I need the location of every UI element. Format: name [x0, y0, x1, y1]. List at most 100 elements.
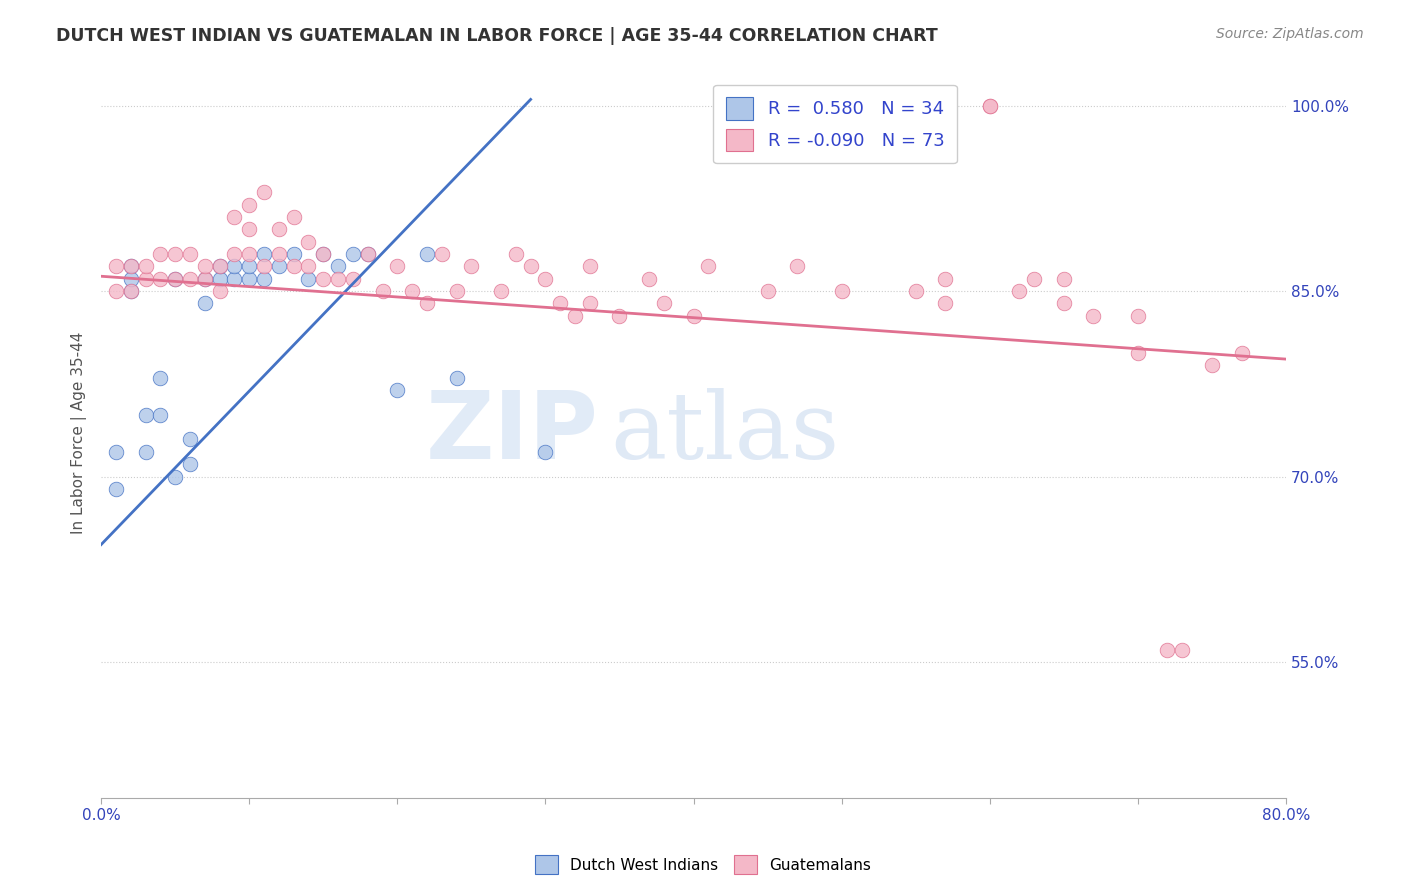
- Point: [387, 260, 409, 274]
- Point: [357, 247, 380, 261]
- Point: [1008, 284, 1031, 298]
- Point: [179, 457, 201, 471]
- Point: [1053, 296, 1076, 310]
- Point: [149, 271, 172, 285]
- Point: [312, 271, 335, 285]
- Point: [297, 271, 319, 285]
- Point: [416, 247, 439, 261]
- Point: [104, 445, 127, 459]
- Point: [238, 260, 260, 274]
- Point: [194, 271, 217, 285]
- Point: [253, 260, 276, 274]
- Point: [283, 210, 305, 224]
- Point: [120, 260, 142, 274]
- Point: [165, 271, 187, 285]
- Text: ZIP: ZIP: [426, 387, 599, 479]
- Point: [934, 271, 956, 285]
- Point: [194, 296, 217, 310]
- Point: [165, 271, 187, 285]
- Point: [104, 482, 127, 496]
- Point: [756, 284, 779, 298]
- Point: [224, 271, 246, 285]
- Point: [342, 247, 364, 261]
- Point: [1126, 346, 1149, 360]
- Point: [534, 271, 557, 285]
- Point: [1230, 346, 1253, 360]
- Text: DUTCH WEST INDIAN VS GUATEMALAN IN LABOR FORCE | AGE 35-44 CORRELATION CHART: DUTCH WEST INDIAN VS GUATEMALAN IN LABOR…: [56, 27, 938, 45]
- Point: [297, 235, 319, 249]
- Point: [579, 296, 602, 310]
- Legend: Dutch West Indians, Guatemalans: Dutch West Indians, Guatemalans: [529, 849, 877, 880]
- Point: [697, 260, 720, 274]
- Point: [208, 260, 231, 274]
- Point: [135, 271, 157, 285]
- Point: [1156, 642, 1178, 657]
- Point: [120, 284, 142, 298]
- Point: [208, 284, 231, 298]
- Text: Source: ZipAtlas.com: Source: ZipAtlas.com: [1216, 27, 1364, 41]
- Point: [135, 445, 157, 459]
- Point: [446, 370, 468, 384]
- Point: [326, 271, 349, 285]
- Point: [682, 309, 704, 323]
- Point: [1126, 309, 1149, 323]
- Point: [267, 260, 290, 274]
- Point: [179, 271, 201, 285]
- Point: [312, 247, 335, 261]
- Point: [135, 408, 157, 422]
- Point: [1053, 271, 1076, 285]
- Point: [564, 309, 586, 323]
- Point: [179, 247, 201, 261]
- Point: [224, 247, 246, 261]
- Point: [149, 408, 172, 422]
- Point: [904, 284, 927, 298]
- Point: [283, 247, 305, 261]
- Point: [238, 271, 260, 285]
- Point: [104, 284, 127, 298]
- Point: [253, 271, 276, 285]
- Point: [460, 260, 482, 274]
- Point: [224, 260, 246, 274]
- Point: [342, 271, 364, 285]
- Point: [534, 445, 557, 459]
- Point: [519, 260, 541, 274]
- Point: [283, 260, 305, 274]
- Point: [934, 296, 956, 310]
- Point: [401, 284, 423, 298]
- Point: [194, 260, 217, 274]
- Point: [194, 271, 217, 285]
- Point: [165, 469, 187, 483]
- Point: [238, 222, 260, 236]
- Y-axis label: In Labor Force | Age 35-44: In Labor Force | Age 35-44: [72, 332, 87, 534]
- Point: [120, 260, 142, 274]
- Point: [238, 197, 260, 211]
- Point: [165, 247, 187, 261]
- Point: [446, 284, 468, 298]
- Text: atlas: atlas: [610, 388, 839, 478]
- Point: [1024, 271, 1046, 285]
- Point: [786, 260, 808, 274]
- Point: [489, 284, 512, 298]
- Point: [238, 247, 260, 261]
- Point: [357, 247, 380, 261]
- Point: [120, 271, 142, 285]
- Point: [224, 210, 246, 224]
- Point: [371, 284, 394, 298]
- Point: [979, 98, 1001, 112]
- Point: [135, 260, 157, 274]
- Point: [267, 247, 290, 261]
- Point: [253, 185, 276, 199]
- Point: [416, 296, 439, 310]
- Point: [312, 247, 335, 261]
- Point: [297, 260, 319, 274]
- Point: [253, 247, 276, 261]
- Point: [652, 296, 675, 310]
- Point: [831, 284, 853, 298]
- Legend: R =  0.580   N = 34, R = -0.090   N = 73: R = 0.580 N = 34, R = -0.090 N = 73: [713, 85, 957, 163]
- Point: [638, 271, 661, 285]
- Point: [120, 284, 142, 298]
- Point: [326, 260, 349, 274]
- Point: [1083, 309, 1105, 323]
- Point: [208, 260, 231, 274]
- Point: [267, 222, 290, 236]
